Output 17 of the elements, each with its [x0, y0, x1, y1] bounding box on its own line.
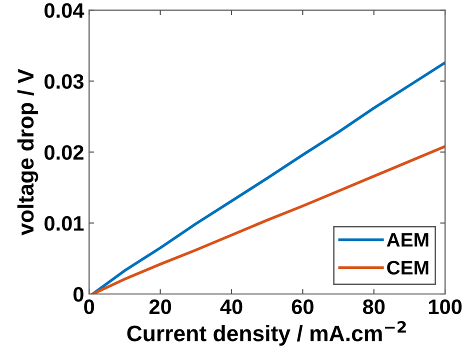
y-tick-label: 0.02	[44, 145, 84, 160]
x-tick-label: 80	[362, 299, 385, 314]
line-series	[91, 61, 446, 294]
x-tick-label: 40	[220, 299, 242, 314]
x-tick-label: 0	[84, 299, 94, 314]
x-axis-title: Current density / mA.cm$^{−2}$	[127, 321, 406, 346]
x-tick-label: 100	[429, 299, 462, 314]
legend-label: CEM	[387, 260, 428, 275]
line-series	[91, 145, 446, 294]
y-tick-label: 0.03	[44, 74, 84, 89]
x-tick-label: 60	[292, 299, 314, 314]
y-tick-label: 0	[73, 287, 84, 302]
y-tick-label: 0.01	[44, 216, 84, 231]
x-tick-label: 20	[149, 299, 172, 314]
legend-label: AEM	[386, 233, 428, 247]
y-tick-label: 0.04	[44, 3, 84, 18]
y-axis-title: voltage drop / V	[17, 68, 38, 236]
